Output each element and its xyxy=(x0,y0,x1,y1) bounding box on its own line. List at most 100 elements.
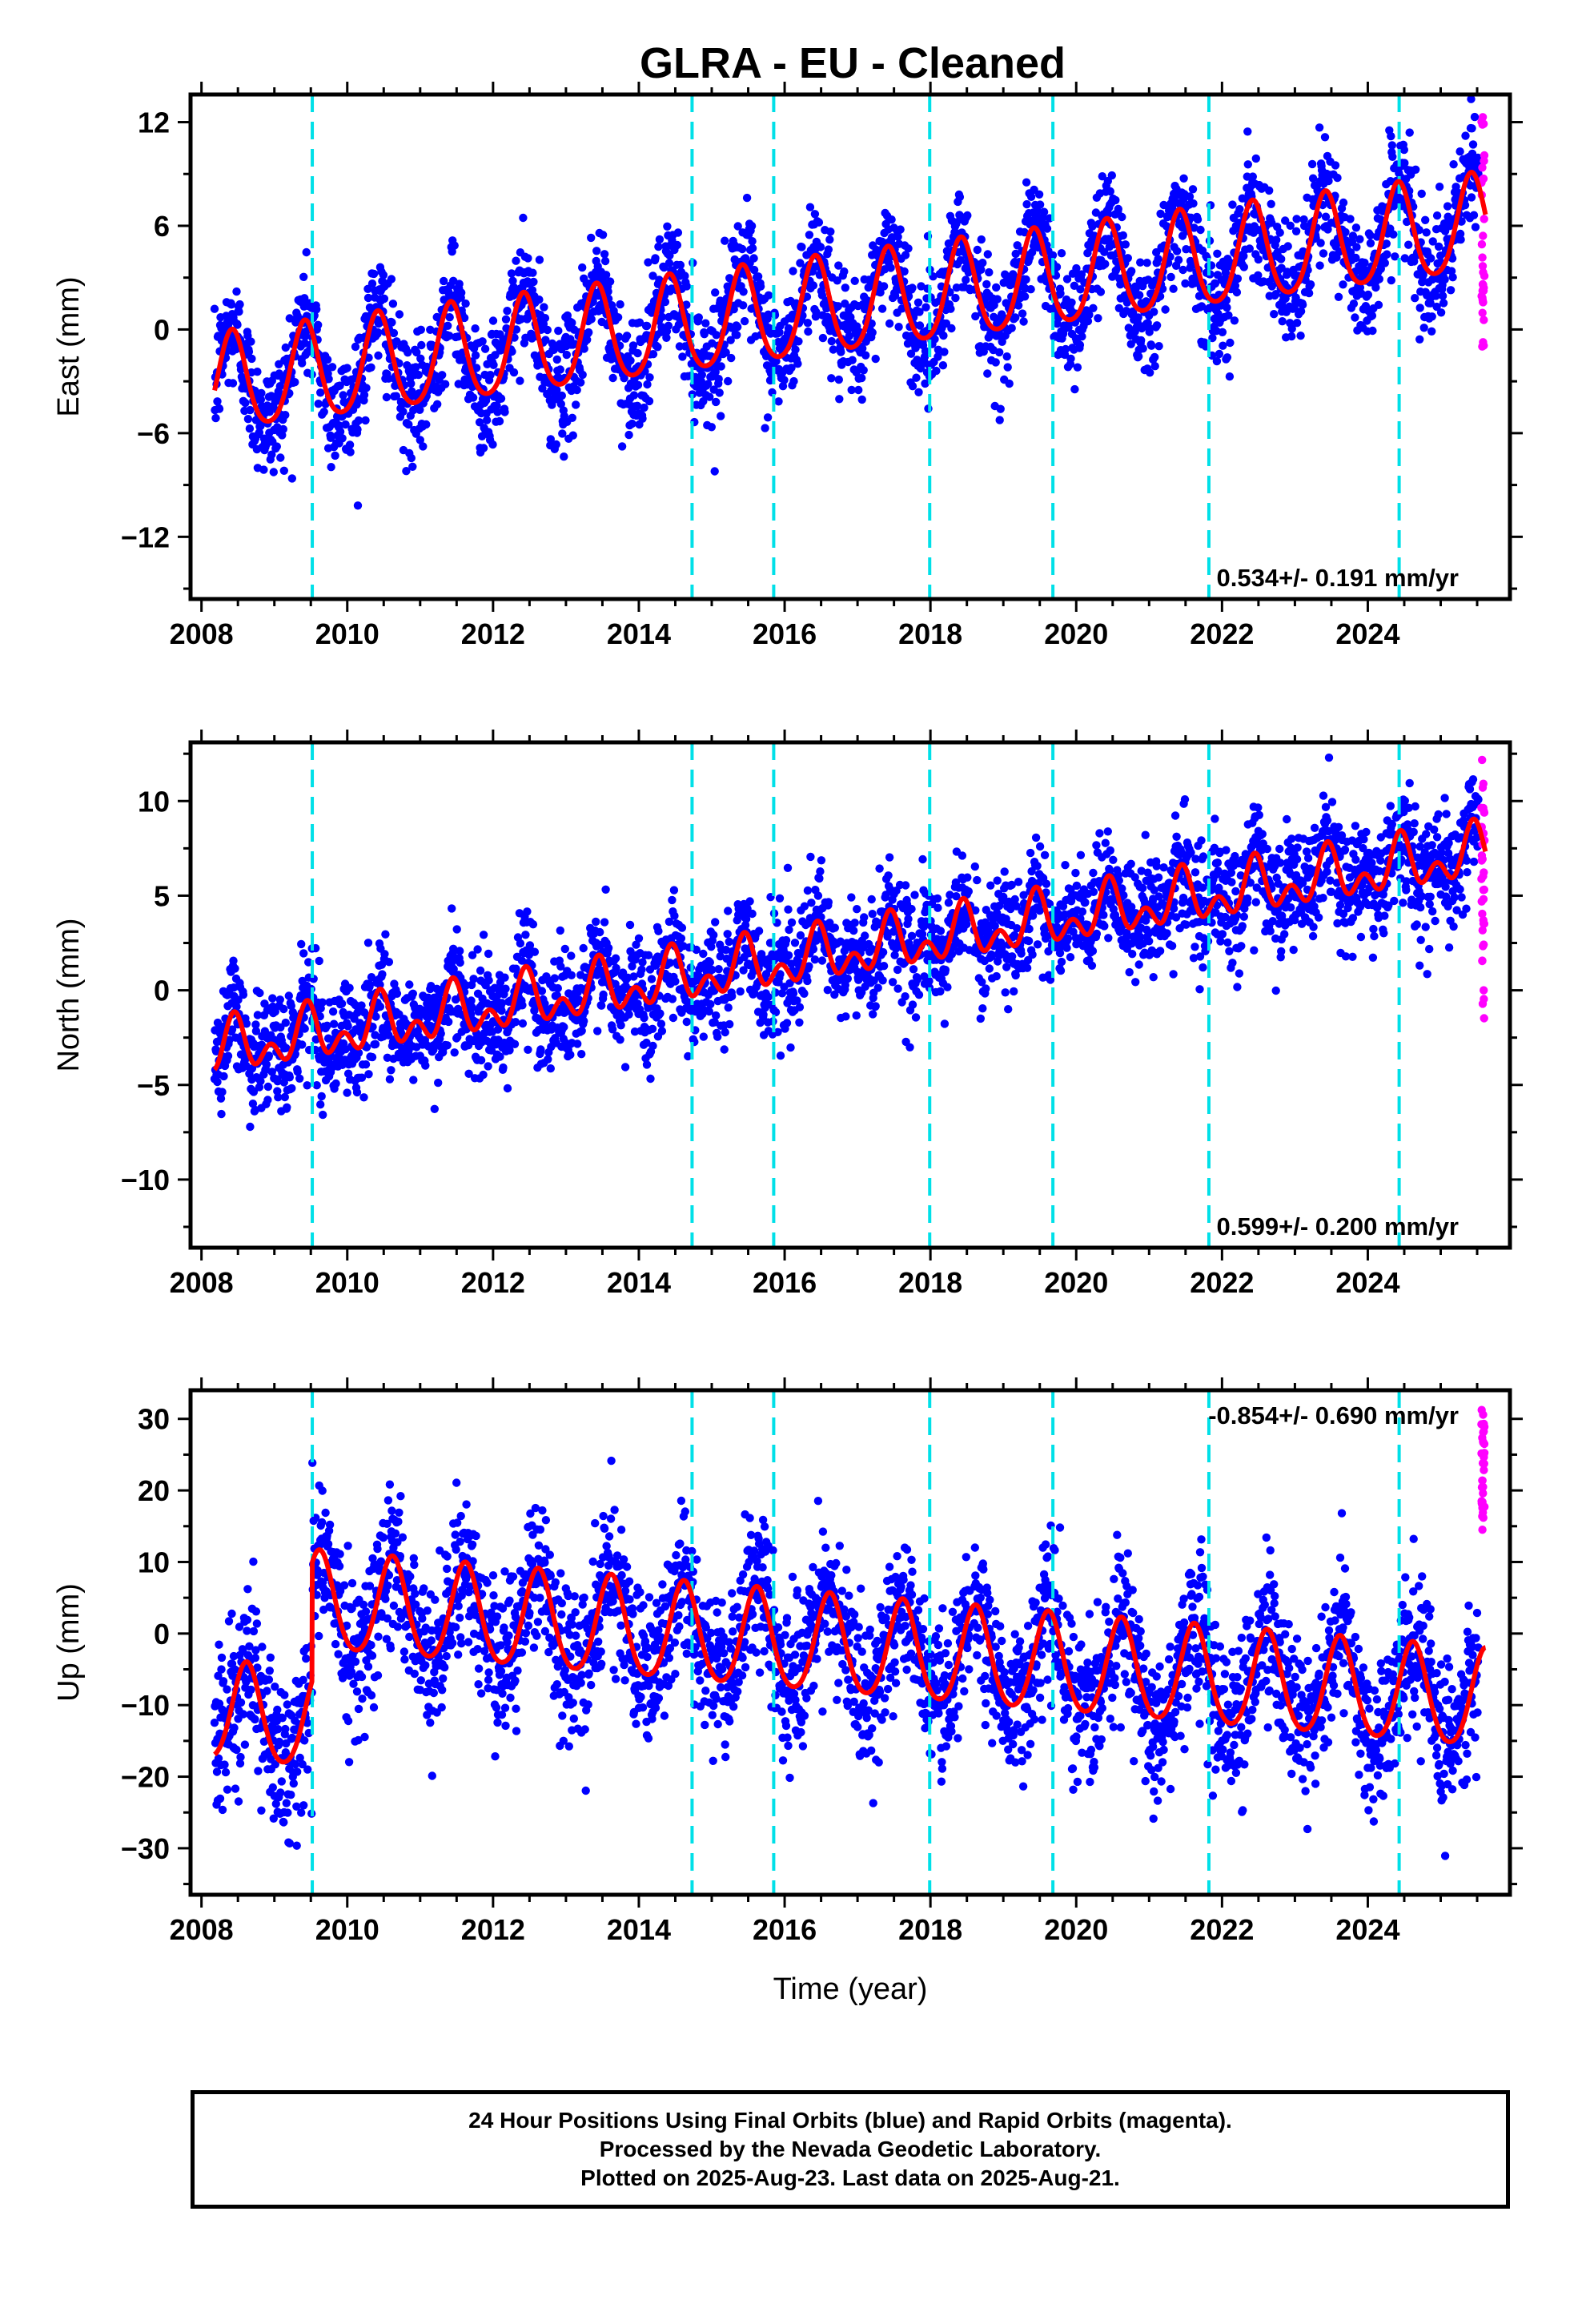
final-point xyxy=(869,1010,877,1019)
final-point xyxy=(1421,215,1430,224)
final-point xyxy=(1228,200,1237,209)
final-point xyxy=(724,907,733,915)
final-point xyxy=(1137,336,1146,345)
final-point xyxy=(1375,275,1384,283)
final-point xyxy=(1471,223,1480,231)
final-point xyxy=(875,864,884,873)
final-point xyxy=(912,373,921,382)
final-point xyxy=(384,374,393,383)
final-point xyxy=(359,391,369,400)
final-point xyxy=(412,363,420,372)
final-point xyxy=(519,213,528,223)
final-point xyxy=(392,337,401,346)
final-point xyxy=(962,275,970,284)
final-point xyxy=(364,1070,373,1079)
final-point xyxy=(946,287,954,297)
final-point xyxy=(661,297,670,307)
final-point xyxy=(492,401,501,410)
final-point xyxy=(1233,274,1243,283)
final-point xyxy=(1461,131,1470,140)
final-point xyxy=(764,291,773,300)
final-point xyxy=(1013,241,1022,250)
final-point xyxy=(380,950,389,959)
final-point xyxy=(567,951,576,960)
final-point xyxy=(764,992,773,1002)
final-point xyxy=(544,1055,552,1064)
final-point xyxy=(450,241,459,250)
final-point xyxy=(905,1043,914,1052)
final-point xyxy=(900,267,909,276)
final-point xyxy=(468,393,478,402)
final-point xyxy=(478,337,487,346)
final-point xyxy=(387,275,396,283)
final-point xyxy=(233,320,242,329)
final-point xyxy=(473,945,482,954)
final-point xyxy=(1075,340,1085,349)
final-point xyxy=(642,1060,652,1069)
final-point xyxy=(507,269,516,278)
final-point xyxy=(256,421,265,431)
final-point xyxy=(1094,314,1102,323)
final-point xyxy=(1123,254,1133,263)
final-point xyxy=(681,271,689,280)
final-point xyxy=(780,376,789,384)
final-point xyxy=(1020,227,1029,237)
final-point xyxy=(901,251,910,259)
final-point xyxy=(1333,173,1342,183)
final-point xyxy=(391,392,401,400)
final-point xyxy=(562,350,571,360)
final-point xyxy=(1427,254,1435,263)
final-point xyxy=(1146,368,1154,377)
final-point xyxy=(255,988,264,998)
final-point xyxy=(816,867,825,876)
final-point xyxy=(818,333,828,343)
final-point xyxy=(951,293,960,303)
final-point xyxy=(885,319,894,328)
final-point xyxy=(705,958,714,967)
final-point xyxy=(303,1081,311,1090)
final-point xyxy=(1035,200,1045,209)
final-point xyxy=(516,939,525,948)
final-point xyxy=(1219,341,1227,350)
final-point xyxy=(577,1050,586,1059)
final-point xyxy=(824,898,833,907)
final-point xyxy=(456,947,464,955)
final-point xyxy=(789,989,798,998)
final-point xyxy=(682,282,691,291)
final-point xyxy=(1427,312,1436,321)
final-point xyxy=(247,354,256,364)
final-point xyxy=(331,451,339,460)
rapid-point xyxy=(1478,308,1487,317)
final-point xyxy=(993,295,1002,304)
final-point xyxy=(371,1039,380,1049)
final-point xyxy=(460,313,469,323)
final-point xyxy=(231,964,239,973)
final-point xyxy=(316,1100,325,1109)
final-point xyxy=(620,1063,630,1072)
final-point xyxy=(914,388,923,396)
rapid-point xyxy=(1480,316,1488,324)
final-point xyxy=(706,999,715,1009)
final-point xyxy=(1085,310,1094,320)
final-point xyxy=(1319,249,1328,258)
final-point xyxy=(475,418,484,427)
final-point xyxy=(1456,147,1464,156)
final-point xyxy=(299,272,308,281)
final-point xyxy=(450,1048,459,1057)
final-point xyxy=(319,1110,327,1120)
final-point xyxy=(316,388,325,397)
final-point xyxy=(385,1075,395,1084)
final-point xyxy=(1291,227,1301,235)
final-point xyxy=(648,350,658,359)
final-point xyxy=(484,949,493,959)
final-point xyxy=(1363,290,1373,300)
final-point xyxy=(1349,300,1359,308)
final-point xyxy=(804,327,813,336)
final-point xyxy=(907,904,916,914)
final-point xyxy=(1213,249,1222,258)
final-point xyxy=(324,375,333,384)
final-point xyxy=(343,1022,352,1031)
final-point xyxy=(871,354,880,364)
x-tick-label: 2018 xyxy=(898,617,962,650)
final-point xyxy=(1052,263,1062,271)
